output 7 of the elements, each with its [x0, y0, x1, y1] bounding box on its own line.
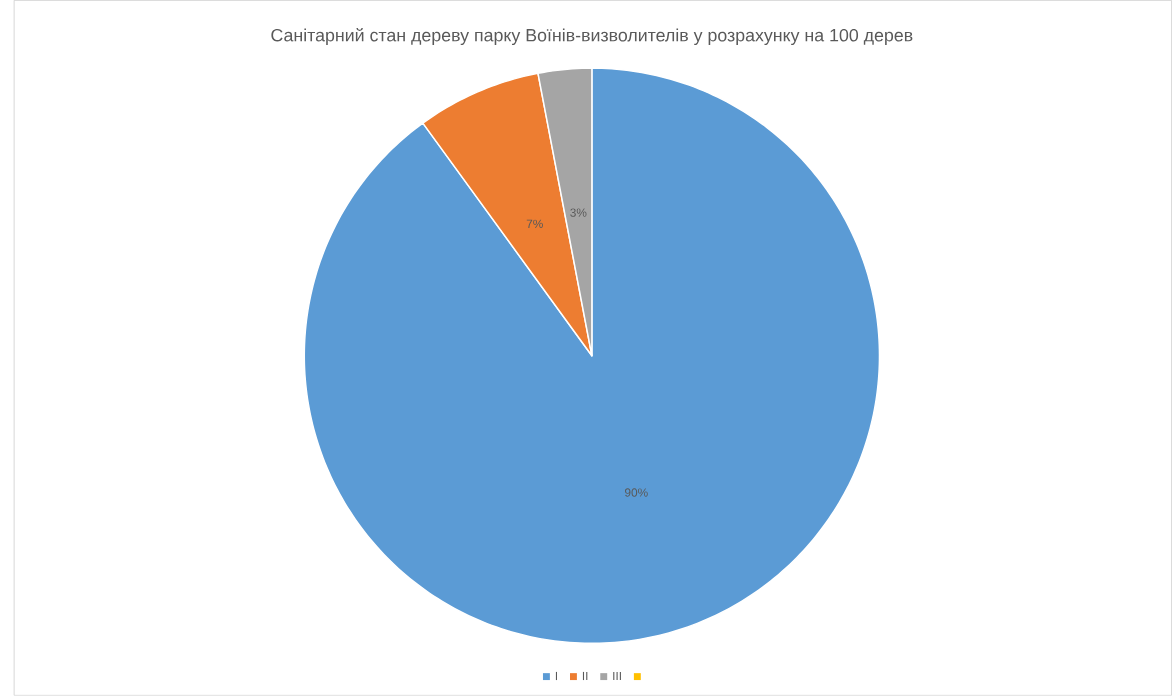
legend-label: II [582, 672, 588, 681]
data-label: 90% [625, 488, 648, 497]
legend-label: I [555, 672, 558, 681]
chart-title: Санітарний стан дереву парку Воїнів-визволителів у розрахунку на 100 дерев [271, 28, 913, 46]
data-label: 7% [526, 219, 543, 229]
data-label: 3% [570, 208, 587, 217]
legend-label: III [613, 672, 621, 681]
